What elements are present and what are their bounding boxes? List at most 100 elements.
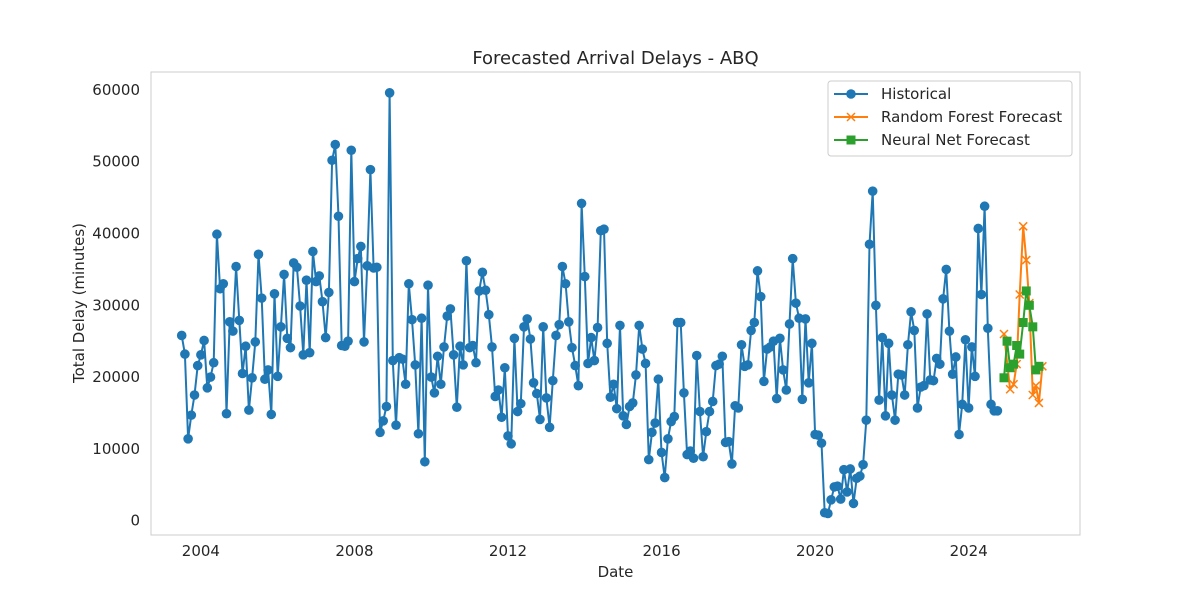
data-point xyxy=(237,368,248,379)
legend: Historical Random Forest Forecast Neural N… xyxy=(827,80,1073,157)
data-point xyxy=(679,388,689,398)
legend-marker xyxy=(846,135,856,145)
data-point xyxy=(346,145,357,156)
data-point xyxy=(404,278,414,289)
y-tick-label: 0 xyxy=(130,512,140,530)
data-point xyxy=(224,317,235,327)
data-point xyxy=(960,334,971,345)
data-point xyxy=(515,398,526,409)
data-point xyxy=(333,211,344,222)
data-point xyxy=(589,355,600,366)
data-point xyxy=(416,313,427,324)
data-point xyxy=(695,406,705,417)
data-point xyxy=(250,337,261,347)
data-point xyxy=(1018,318,1028,328)
data-point xyxy=(922,309,932,319)
data-point xyxy=(493,385,504,395)
data-point xyxy=(698,451,708,462)
data-point xyxy=(1034,398,1044,408)
data-point xyxy=(1024,300,1034,310)
data-point xyxy=(832,481,843,491)
data-point xyxy=(976,289,987,300)
data-point xyxy=(442,311,453,321)
data-point xyxy=(647,427,657,438)
data-point xyxy=(871,300,881,311)
data-point xyxy=(951,352,961,362)
data-point xyxy=(912,403,923,413)
data-point xyxy=(276,322,286,332)
data-point xyxy=(324,287,334,298)
data-point xyxy=(669,411,680,422)
data-point xyxy=(356,241,366,252)
data-point xyxy=(535,414,545,425)
data-point xyxy=(455,341,465,352)
data-point xyxy=(749,317,760,328)
data-point xyxy=(743,360,753,370)
data-point xyxy=(503,431,513,441)
y-tick-label: 10000 xyxy=(92,440,140,458)
data-point xyxy=(848,498,859,509)
data-point xyxy=(992,406,1003,416)
data-point xyxy=(704,406,715,417)
data-point xyxy=(909,325,920,336)
data-point xyxy=(295,301,305,311)
data-point xyxy=(452,402,462,413)
data-point xyxy=(807,338,817,349)
data-point xyxy=(410,360,421,370)
data-point xyxy=(247,372,257,383)
data-point xyxy=(192,360,203,371)
legend-label: Random Forest Forecast xyxy=(881,108,1062,126)
data-point xyxy=(1009,379,1019,389)
data-point xyxy=(887,390,897,400)
data-point xyxy=(282,333,293,344)
data-point xyxy=(231,261,241,272)
legend-marker xyxy=(846,89,856,99)
data-point xyxy=(823,508,833,519)
data-point xyxy=(947,369,958,380)
data-point xyxy=(176,330,187,341)
data-point xyxy=(1015,349,1025,359)
data-point xyxy=(189,390,200,400)
data-point xyxy=(675,317,686,328)
data-point xyxy=(973,223,984,234)
data-point xyxy=(880,411,891,421)
data-point xyxy=(784,319,795,329)
data-point xyxy=(384,88,395,98)
legend-frame xyxy=(827,80,1073,157)
data-point xyxy=(883,338,894,349)
data-point xyxy=(874,395,884,405)
data-point xyxy=(186,410,197,420)
data-point xyxy=(208,357,219,368)
data-point xyxy=(228,326,238,336)
data-point xyxy=(343,336,353,346)
data-point xyxy=(260,374,270,385)
data-point xyxy=(477,267,488,278)
data-point xyxy=(314,271,325,281)
data-point xyxy=(979,201,990,212)
y-tick-label: 40000 xyxy=(92,225,140,243)
data-point xyxy=(327,155,337,166)
data-point xyxy=(842,487,852,497)
data-point xyxy=(531,388,542,399)
x-tick-label: 2020 xyxy=(796,542,834,560)
data-point xyxy=(541,393,552,403)
data-point xyxy=(352,253,363,264)
data-point xyxy=(579,271,590,282)
data-point xyxy=(688,453,699,463)
data-point xyxy=(429,388,440,398)
x-tick-label: 2012 xyxy=(489,542,527,560)
data-point xyxy=(899,390,910,400)
data-point xyxy=(436,379,446,390)
data-point xyxy=(547,375,558,386)
data-point xyxy=(627,398,638,408)
chart-title: Forecasted Arrival Delays - ABQ xyxy=(472,48,758,69)
data-point xyxy=(234,315,245,326)
data-point xyxy=(272,371,283,382)
data-point xyxy=(560,278,571,289)
legend-item: Random Forest Forecast xyxy=(834,108,1062,126)
data-point xyxy=(611,403,622,414)
data-point xyxy=(330,139,341,150)
data-point xyxy=(349,276,360,287)
